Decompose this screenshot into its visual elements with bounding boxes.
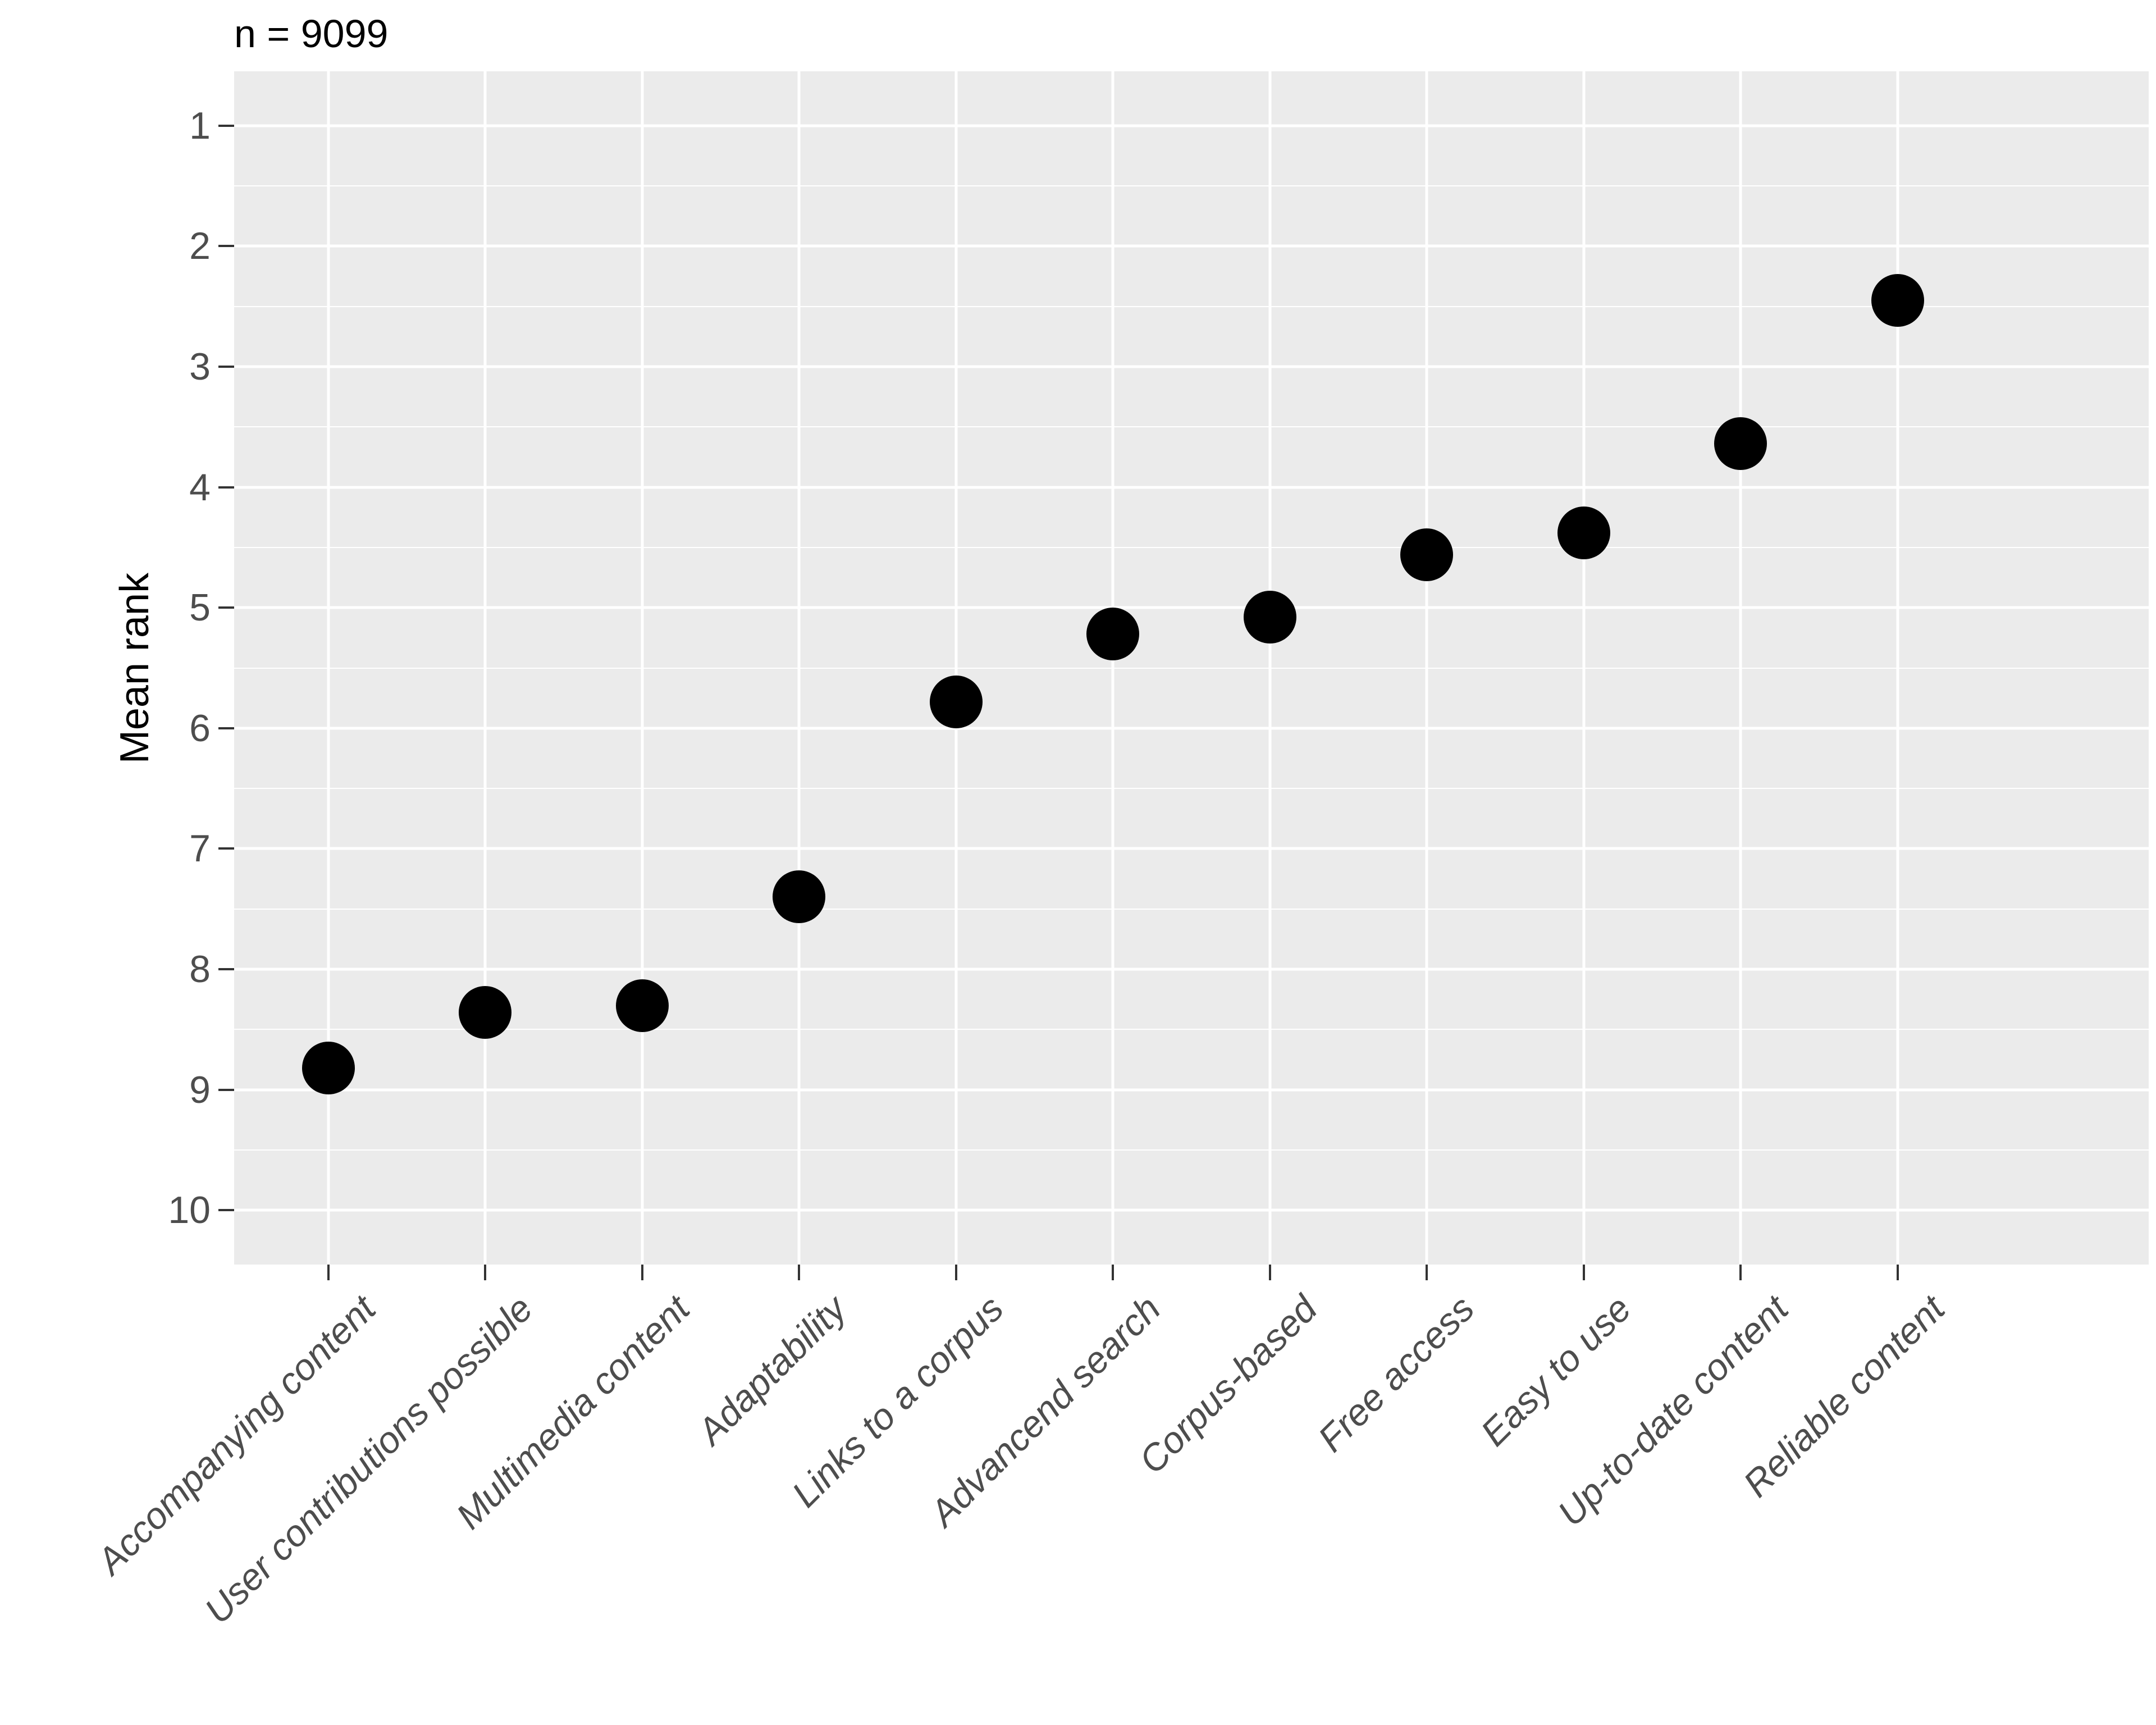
y-axis-tick-label: 1 xyxy=(189,104,211,147)
x-axis-tick-mark xyxy=(1268,1265,1271,1280)
y-axis-tick-mark xyxy=(218,727,234,729)
x-axis-tick-mark xyxy=(1582,1265,1585,1280)
gridline-major-horizontal xyxy=(234,1088,2149,1092)
gridline-major-horizontal xyxy=(234,244,2149,248)
y-axis-tick-label: 7 xyxy=(189,827,211,870)
plot-title: n = 9099 xyxy=(234,12,389,56)
y-axis-tick-mark xyxy=(218,365,234,368)
x-axis-tick-mark xyxy=(1426,1265,1428,1280)
y-axis-tick-mark xyxy=(218,1209,234,1212)
gridline-minor-horizontal xyxy=(234,546,2149,548)
gridline-major-vertical xyxy=(1582,71,1586,1265)
y-axis-tick-label: 6 xyxy=(189,706,211,750)
x-axis-tick-label: Adaptability xyxy=(689,1287,855,1453)
y-axis-tick-mark xyxy=(218,968,234,971)
gridline-major-horizontal xyxy=(234,727,2149,730)
y-axis-tick-mark xyxy=(218,847,234,850)
gridline-minor-horizontal xyxy=(234,305,2149,307)
x-axis-tick-mark xyxy=(641,1265,643,1280)
y-axis-tick-mark xyxy=(218,245,234,248)
gridline-major-vertical xyxy=(641,71,644,1265)
data-point xyxy=(773,870,826,924)
x-axis-tick-mark xyxy=(798,1265,801,1280)
plot-panel xyxy=(234,71,2149,1265)
data-point xyxy=(1243,591,1296,644)
gridline-major-vertical xyxy=(1111,71,1114,1265)
gridline-major-horizontal xyxy=(234,124,2149,127)
x-axis-tick-mark xyxy=(1739,1265,1742,1280)
y-axis-tick-label: 9 xyxy=(189,1068,211,1111)
data-point xyxy=(1714,417,1767,471)
y-axis-tick-mark xyxy=(218,1088,234,1091)
gridline-major-horizontal xyxy=(234,1208,2149,1212)
gridline-minor-horizontal xyxy=(234,426,2149,428)
y-axis-tick-label: 10 xyxy=(168,1189,211,1232)
gridline-major-vertical xyxy=(1268,71,1272,1265)
data-point xyxy=(1086,608,1140,661)
gridline-minor-horizontal xyxy=(234,908,2149,910)
y-axis-tick-mark xyxy=(218,124,234,127)
x-axis-tick-label: User contributions possible xyxy=(196,1287,541,1632)
y-axis-tick-label: 8 xyxy=(189,948,211,991)
x-axis-tick-mark xyxy=(1896,1265,1899,1280)
x-axis-tick-mark xyxy=(484,1265,487,1280)
y-axis-tick-label: 5 xyxy=(189,586,211,629)
x-axis-tick-label: Easy to use xyxy=(1472,1287,1639,1454)
gridline-major-vertical xyxy=(483,71,487,1265)
x-axis-tick-label: Accompanying content xyxy=(89,1287,383,1582)
data-point xyxy=(1400,528,1454,581)
x-axis-tick-mark xyxy=(327,1265,330,1280)
gridline-major-horizontal xyxy=(234,606,2149,609)
x-axis-tick-label: Free access xyxy=(1309,1287,1482,1460)
y-axis-title: Mean rank xyxy=(112,572,157,764)
gridline-major-horizontal xyxy=(234,847,2149,850)
x-axis-tick-mark xyxy=(954,1265,957,1280)
gridline-major-horizontal xyxy=(234,486,2149,489)
y-axis-tick-label: 3 xyxy=(189,345,211,388)
gridline-minor-horizontal xyxy=(234,667,2149,669)
y-axis-tick-mark xyxy=(218,606,234,609)
gridline-major-vertical xyxy=(327,71,330,1265)
gridline-major-vertical xyxy=(1425,71,1428,1265)
data-point xyxy=(459,986,512,1039)
gridline-minor-horizontal xyxy=(234,1029,2149,1030)
gridline-major-vertical xyxy=(797,71,801,1265)
y-axis-tick-mark xyxy=(218,486,234,489)
gridline-minor-horizontal xyxy=(234,788,2149,790)
data-point xyxy=(1557,506,1610,560)
data-point xyxy=(615,979,669,1032)
y-axis-tick-label: 2 xyxy=(189,225,211,268)
gridline-major-vertical xyxy=(1739,71,1742,1265)
x-axis-tick-mark xyxy=(1112,1265,1114,1280)
data-point xyxy=(929,675,983,728)
y-axis-tick-label: 4 xyxy=(189,466,211,509)
gridline-major-horizontal xyxy=(234,968,2149,971)
gridline-major-horizontal xyxy=(234,365,2149,368)
gridline-major-vertical xyxy=(1896,71,1899,1265)
gridline-minor-horizontal xyxy=(234,1149,2149,1151)
data-point xyxy=(302,1042,355,1095)
data-point xyxy=(1871,273,1924,327)
gridline-minor-horizontal xyxy=(234,185,2149,186)
gridline-major-vertical xyxy=(954,71,958,1265)
